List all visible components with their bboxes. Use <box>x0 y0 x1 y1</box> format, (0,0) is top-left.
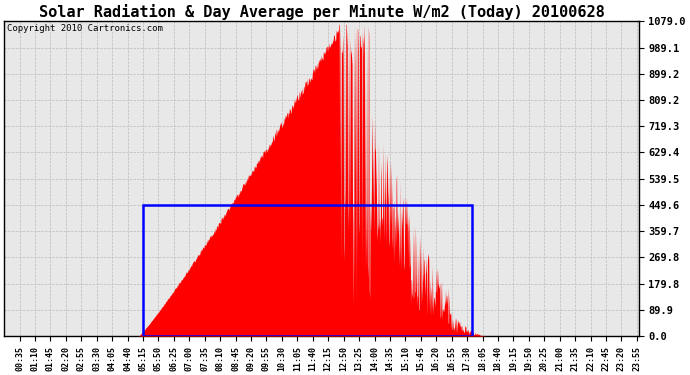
Bar <box>144 205 473 336</box>
Title: Solar Radiation & Day Average per Minute W/m2 (Today) 20100628: Solar Radiation & Day Average per Minute… <box>39 4 604 20</box>
Text: Copyright 2010 Cartronics.com: Copyright 2010 Cartronics.com <box>8 24 164 33</box>
